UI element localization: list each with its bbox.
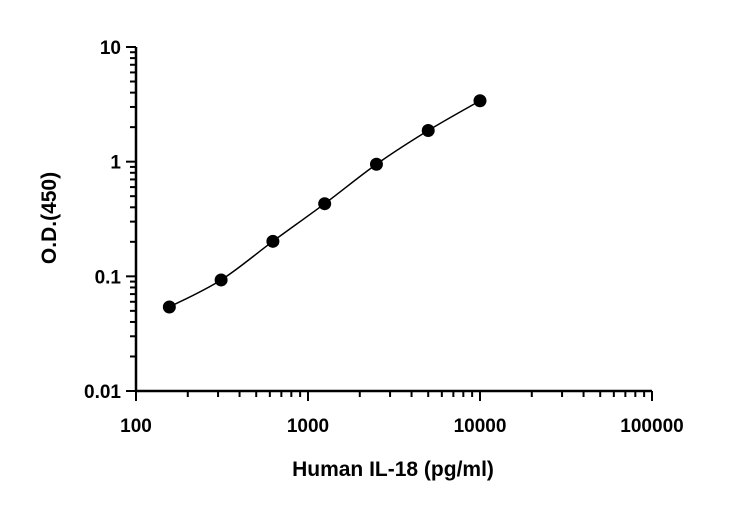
x-tick-label: 10000 [454,416,507,437]
x-tick-label: 1000 [287,416,329,437]
axes [126,46,653,401]
data-point [421,123,435,137]
tick-labels: 100 1000 10000 100000 0.01 0.1 1 10 [84,38,684,437]
data-point [473,94,487,108]
data-point [266,234,280,248]
y-tick-label: 0.01 [84,382,121,403]
y-axis-title: O.D.(450) [38,172,61,264]
y-tick-label: 0.1 [95,267,122,288]
data-point [214,273,228,287]
x-tick-label: 100 [120,416,152,437]
x-axis-title: Human IL-18 (pg/ml) [292,458,494,481]
y-tick-label: 10 [100,38,121,59]
x-tick-label: 100000 [620,416,683,437]
y-tick-label: 1 [110,153,121,174]
data-points [162,94,487,314]
data-point [318,197,332,211]
data-point [369,157,383,171]
data-point [162,300,176,314]
